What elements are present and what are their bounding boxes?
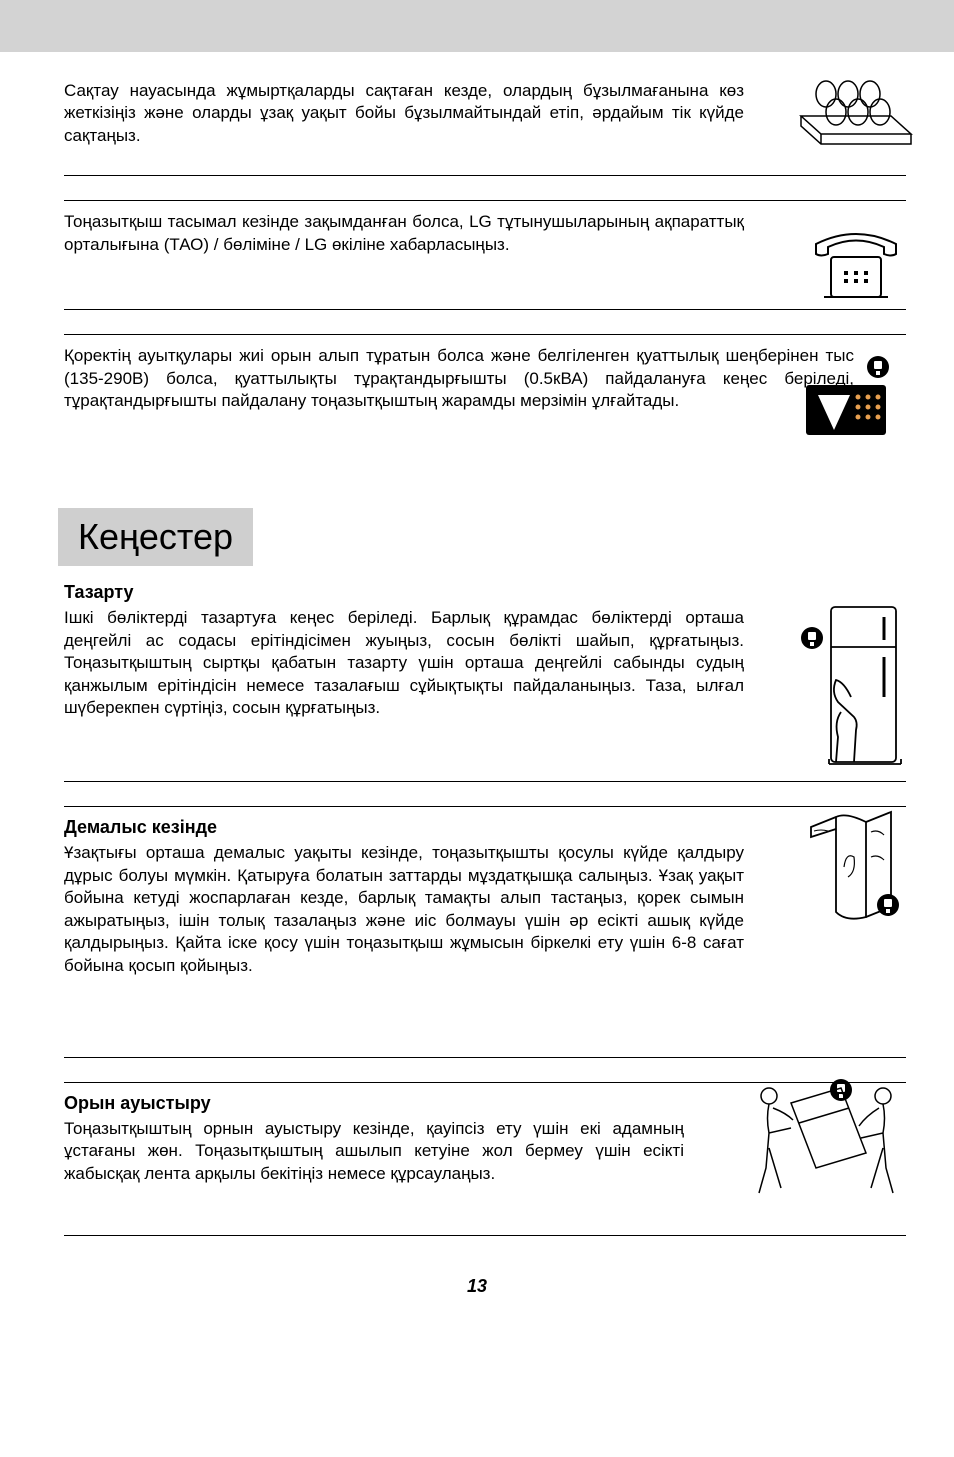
fridge-cleaning-icon <box>796 602 906 777</box>
section-text: Ішкі бөліктерді тазартуға кеңес беріледі… <box>64 607 744 719</box>
section-cleaning: Тазарту Ішкі бөліктерді тазартуға кеңес … <box>64 582 906 782</box>
section-text: Ұзақтығы орташа демалыс уақыты кезінде, … <box>64 842 744 977</box>
moving-fridge-icon <box>731 1078 911 1208</box>
section-text: Тоңазытқыштың орнын ауыстыру кезінде, қа… <box>64 1118 684 1185</box>
tips-heading: Кеңестер <box>64 478 906 582</box>
header-bar <box>0 0 954 52</box>
section-vacation: Демалыс кезінде Ұзақтығы орташа демалыс … <box>64 806 906 1058</box>
subsection-title: Демалыс кезінде <box>64 817 906 838</box>
page-number: 13 <box>0 1276 954 1297</box>
open-fridge-icon <box>796 807 906 927</box>
section-moving: Орын ауыстыру Тоңазытқыштың орнын ауысты… <box>64 1082 906 1236</box>
section-text: Сақтау науасында жұмыртқаларды сақтаған … <box>64 80 744 147</box>
section-contact: Тоңазытқыш тасымал кезінде зақымданған б… <box>64 200 906 310</box>
page-content: Сақтау науасында жұмыртқаларды сақтаған … <box>0 80 954 1236</box>
telephone-icon <box>806 229 906 309</box>
section-stabilizer: Қоректің ауытқулары жиі орын алып тұраты… <box>64 334 906 454</box>
stabilizer-icon <box>796 355 896 445</box>
egg-tray-icon <box>786 74 916 154</box>
subsection-title: Тазарту <box>64 582 906 603</box>
section-text: Тоңазытқыш тасымал кезінде зақымданған б… <box>64 211 744 256</box>
section-egg-storage: Сақтау науасында жұмыртқаларды сақтаған … <box>64 80 906 176</box>
section-text: Қоректің ауытқулары жиі орын алып тұраты… <box>64 345 854 412</box>
